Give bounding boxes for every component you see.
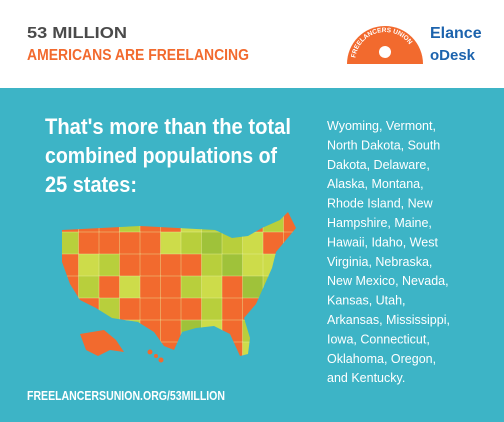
state (160, 319, 182, 343)
state (160, 297, 182, 321)
state (242, 253, 264, 277)
state (160, 275, 182, 299)
fu-logo (347, 26, 423, 64)
state (201, 231, 223, 255)
states-line: North Dakota, South (327, 138, 440, 152)
state (221, 275, 244, 299)
headline-line: combined populations of (45, 143, 278, 168)
state (119, 231, 141, 255)
headline: That's more than the total combined popu… (45, 114, 291, 197)
footer-url: FREELANCERSUNION.ORG/53MILLION (27, 388, 225, 403)
header-band (0, 0, 504, 88)
states-list: Wyoming, Vermont, North Dakota, South Dako… (327, 119, 450, 385)
fu-logo-bee (379, 46, 391, 58)
states-line: Hawaii, Idaho, West (327, 235, 438, 249)
state (180, 253, 203, 277)
header-line1: 53 MILLION (27, 25, 127, 42)
state (201, 253, 223, 277)
state (139, 231, 162, 255)
state (139, 297, 162, 321)
state (119, 297, 141, 321)
state (180, 275, 203, 299)
state (139, 275, 162, 299)
state (119, 275, 141, 299)
state (180, 297, 203, 321)
hawaii (158, 357, 164, 363)
states-line: Oklahoma, Oregon, (327, 352, 436, 366)
states-line: New Mexico, Nevada, (327, 274, 449, 288)
states-line: Hampshire, Maine, (327, 216, 432, 230)
states-line: Arkansas, Mississippi, (327, 313, 450, 327)
state (98, 231, 121, 255)
hawaii (147, 349, 153, 355)
states-line: Virginia, Nebraska, (327, 255, 432, 269)
state (119, 253, 141, 277)
state (98, 275, 121, 299)
headline-line: That's more than the total (45, 114, 291, 139)
headline-line: 25 states: (45, 172, 137, 197)
state (139, 253, 162, 277)
states-line: Wyoming, Vermont, (327, 119, 436, 133)
state (78, 231, 100, 255)
states-line: Iowa, Connecticut, (327, 332, 430, 346)
states-line: Alaska, Montana, (327, 177, 424, 191)
odesk-logo: oDesk (430, 47, 476, 64)
states-line: Dakota, Delaware, (327, 158, 430, 172)
elance-logo: Elance (430, 25, 482, 42)
alaska (80, 330, 124, 356)
state (160, 231, 182, 255)
state (78, 275, 100, 299)
states-line: Kansas, Utah, (327, 294, 406, 308)
header-line2: AMERICANS ARE FREELANCING (27, 47, 249, 64)
state (221, 253, 244, 277)
state (180, 231, 203, 255)
state (160, 253, 182, 277)
state (221, 297, 244, 321)
state (78, 253, 100, 277)
hawaii (154, 354, 158, 358)
state (201, 297, 223, 321)
state (98, 253, 121, 277)
states-line: Rhode Island, New (327, 197, 434, 211)
states-line: and Kentucky. (327, 371, 405, 385)
state (201, 275, 223, 299)
